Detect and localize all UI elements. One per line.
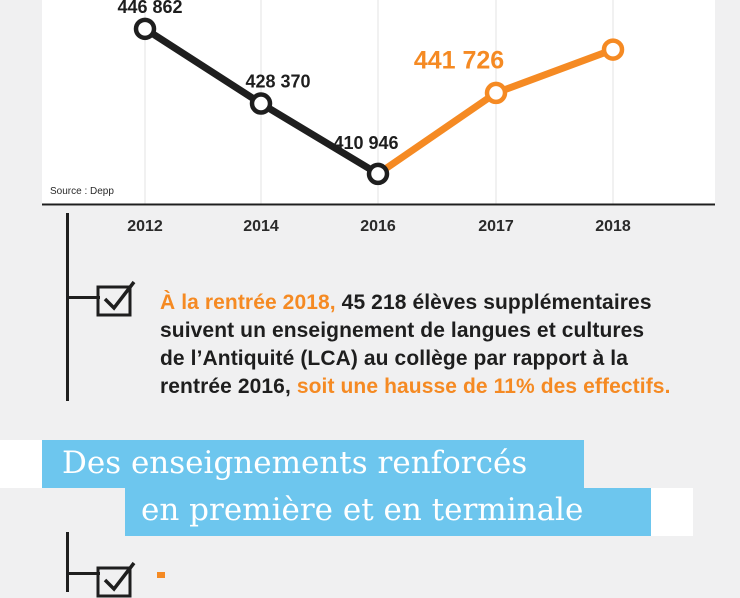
fact-line-3: de l’Antiquité (LCA) au collège par rapp…: [160, 347, 629, 370]
heading-band-accent-right: [651, 488, 693, 536]
section-heading-line-2: en première et en terminale: [141, 492, 584, 528]
timeline-line: [66, 213, 69, 401]
data-label-2016: 410 946: [333, 133, 398, 153]
next-fact-bullet: [157, 572, 165, 578]
data-label-2018: 441 726: [414, 47, 504, 75]
timeline-tick: [66, 296, 100, 299]
x-tick-label-2012: 2012: [127, 218, 163, 235]
data-point-2016: [366, 162, 390, 186]
section-heading-line-1: Des enseignements renforcés: [62, 445, 528, 481]
data-point-2018: [601, 38, 625, 61]
fact-line-2: suivent un enseignement de langues et cu…: [160, 319, 645, 342]
heading-band-accent-left: [0, 440, 42, 488]
data-point-2014: [249, 92, 273, 115]
fact-text: À la rentrée 2018, 45 218 élèves supplém…: [160, 289, 730, 401]
fact-text-4: rentrée 2016,: [160, 375, 297, 398]
fact-line-1: À la rentrée 2018, 45 218 élèves supplém…: [160, 289, 730, 317]
x-tick-label-2018: 2018: [595, 218, 631, 235]
fact-highlight-date: À la rentrée 2018,: [160, 291, 336, 314]
timeline-tick-2: [66, 572, 100, 575]
checkbox-check-icon-2: [96, 561, 136, 598]
checkbox-check-icon: [96, 280, 136, 317]
heading-band-2: [125, 488, 651, 536]
data-point-2017: [484, 81, 508, 105]
data-label-2014: 428 370: [245, 72, 310, 92]
x-axis-labels: 2012 2014 2016 2017 2018: [127, 218, 631, 235]
chart-card: 446 862 428 370 410 946 441 726: [42, 0, 715, 206]
source-label: Source : Depp: [50, 186, 114, 197]
line-chart: 446 862 428 370 410 946 441 726: [42, 0, 715, 206]
heading-band-1: [42, 440, 584, 488]
timeline-line-2: [66, 532, 69, 592]
data-point-2012: [133, 17, 157, 41]
x-tick-label-2017: 2017: [478, 218, 514, 235]
x-tick-label-2016: 2016: [360, 218, 396, 235]
fact-highlight-increase: soit une hausse de 11% des effectifs.: [296, 375, 671, 398]
x-tick-label-2014: 2014: [243, 218, 279, 235]
data-label-2012: 446 862: [117, 0, 182, 17]
fact-line-4: rentrée 2016, soit une hausse de 11% des…: [160, 373, 730, 401]
fact-text-1: 45 218 élèves supplémentaires: [335, 291, 652, 314]
